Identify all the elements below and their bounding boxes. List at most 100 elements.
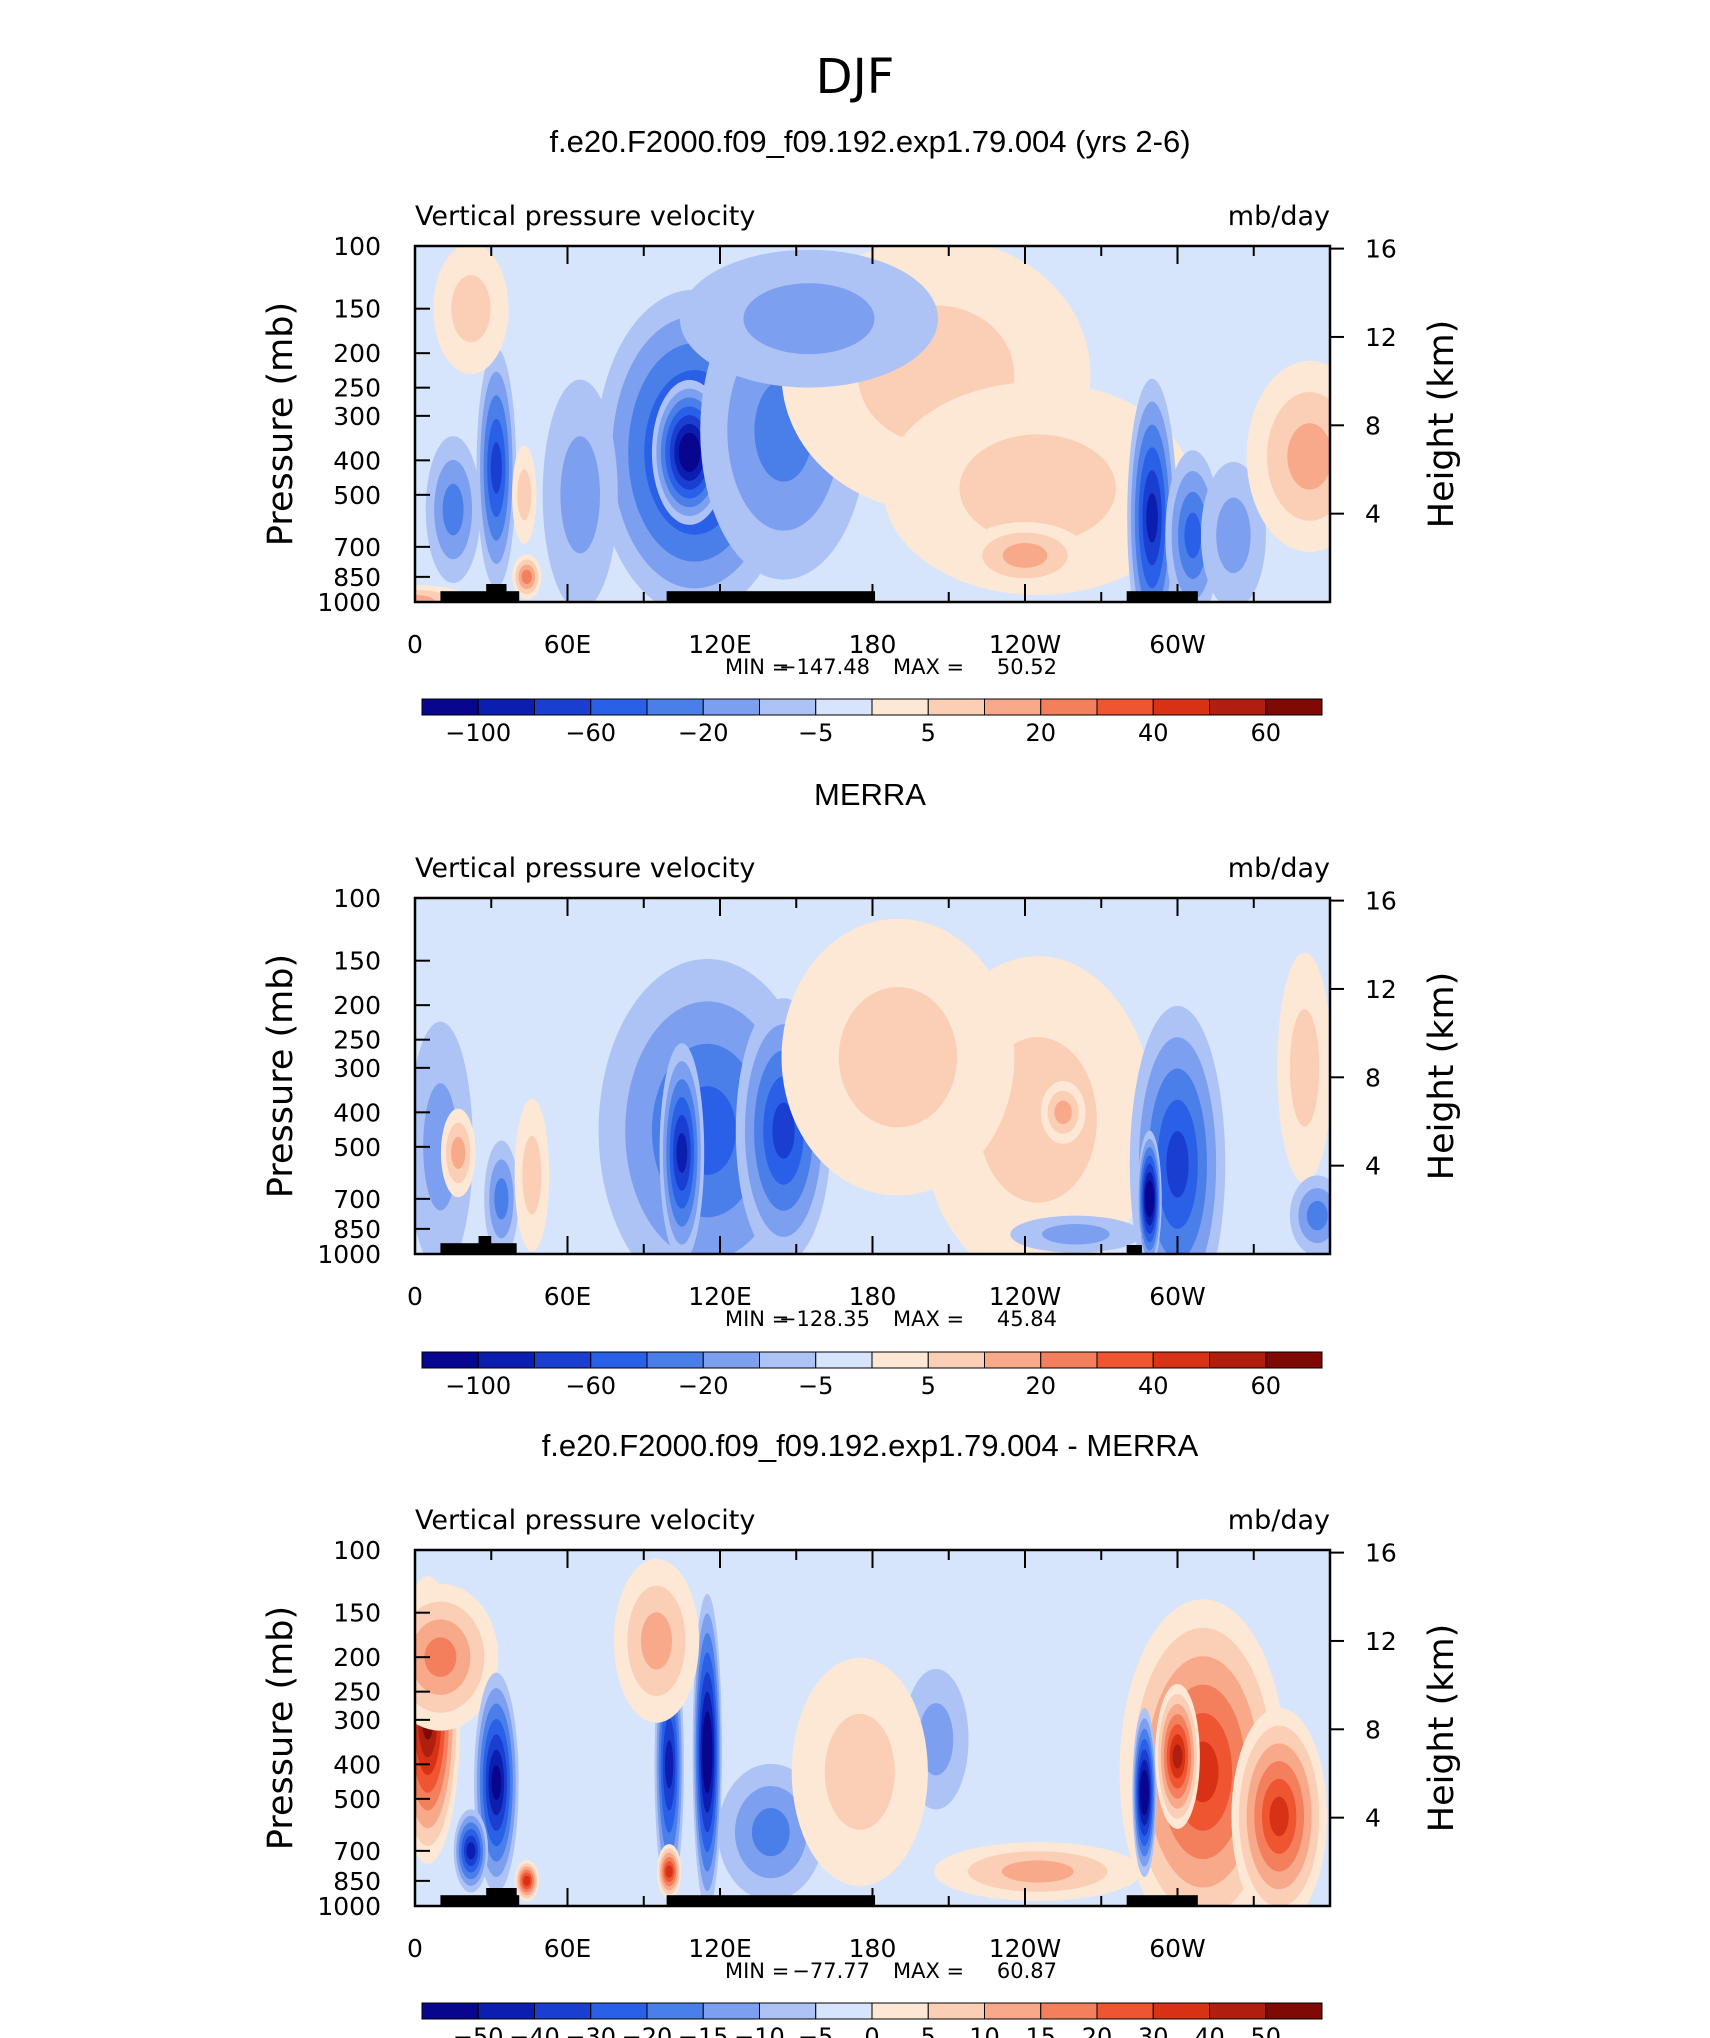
y-right-tick-label: 16 [1365,235,1397,264]
colorbar-label: −60 [565,1372,616,1400]
colorbar-swatch [590,698,648,716]
colorbar-label: 5 [921,2023,936,2038]
colorbar-swatch [927,2002,985,2020]
colorbar-swatch [1265,698,1323,716]
colorbar-swatch [1040,698,1098,716]
colorbar-swatch [421,1351,479,1369]
colorbar-label: −5 [798,1372,833,1400]
min-value: −147.48 [779,655,870,679]
colorbar-swatch [815,1351,873,1369]
topography-mask [1126,591,1198,602]
contour-band [1166,1131,1189,1198]
topography-mask [440,591,520,602]
contour-band [824,1713,895,1830]
y-tick-label: 850 [333,563,381,592]
colorbar-label: 30 [1138,2023,1169,2038]
topography-mask [440,1243,517,1254]
colorbar: −100 −60 −20 −5 5 20 40 60 [421,1351,1323,1400]
colorbar-label: −100 [445,719,511,747]
colorbar-swatch [759,698,817,716]
min-value: −128.35 [779,1307,870,1331]
x-tick-label: 120E [688,1934,752,1963]
contour-band [703,1730,711,1774]
contour-field [415,898,1330,1254]
colorbar-swatch [702,1351,760,1369]
colorbar-label: 20 [1082,2023,1113,2038]
x-tick-label: 60E [544,1282,592,1311]
colorbar-swatch [815,698,873,716]
y-right-tick-label: 4 [1365,1804,1381,1833]
colorbar-label: −20 [678,719,729,747]
contour-band [521,569,533,585]
y-tick-label: 300 [333,402,381,431]
colorbar-swatch [646,1351,704,1369]
x-tick-label: 60E [544,630,592,659]
contour-field [415,246,1330,602]
colorbar-swatch [815,2002,873,2020]
colorbar-swatch [871,1351,929,1369]
contour-band [1269,1796,1289,1837]
y-tick-label: 250 [333,1026,381,1055]
x-tick-label: 120W [989,630,1061,659]
y-right-tick-label: 12 [1365,975,1397,1004]
topography-mask [486,584,507,602]
units-label: mb/day [1228,853,1330,884]
colorbar-swatch [1152,2002,1210,2020]
contour-band [1002,543,1048,568]
x-tick-label: 60W [1149,1282,1206,1311]
colorbar-label: −5 [798,719,833,747]
colorbar-label: −15 [678,2023,729,2038]
topography-mask [1126,1245,1142,1254]
y-tick-label: 150 [333,947,381,976]
contour-field [415,1550,1330,1906]
x-tick-label: 120W [989,1934,1061,1963]
y-tick-label: 850 [333,1215,381,1244]
x-tick-label: 120E [688,1282,752,1311]
colorbar-swatch [421,698,479,716]
colorbar-swatch [477,698,535,716]
colorbar-label: −100 [445,1372,511,1400]
y-right-tick-label: 12 [1365,323,1397,352]
max-label: MAX = [893,1959,964,1983]
y-right-tick-label: 8 [1365,411,1381,440]
contour-band [494,1178,509,1220]
colorbar-swatch [984,2002,1042,2020]
figure-title: DJF [816,49,895,105]
min-label: MIN = [725,1959,789,1983]
colorbar-swatch [590,1351,648,1369]
max-label: MAX = [893,655,964,679]
contour-band [751,1808,790,1857]
max-value: 45.84 [997,1307,1057,1331]
min-label: MIN = [725,1307,789,1331]
contour-band [424,1637,457,1678]
colorbar-label: 40 [1138,1372,1169,1400]
colorbar-swatch [1152,698,1210,716]
y-tick-label: 100 [333,232,381,261]
colorbar-swatch [1096,1351,1154,1369]
colorbar-swatch [759,1351,817,1369]
contour-band [1306,1200,1328,1231]
y-right-tick-label: 4 [1365,1152,1381,1181]
contour-band [1172,1744,1183,1769]
y-tick-label: 200 [333,339,381,368]
y-right-axis-title: Height (km) [1422,1624,1462,1833]
max-value: 50.52 [997,655,1057,679]
y-tick-label: 500 [333,1133,381,1162]
topography-mask [478,1236,492,1254]
y-tick-label: 100 [333,1536,381,1565]
x-tick-label: 180 [849,1934,897,1963]
y-tick-label: 500 [333,481,381,510]
y-tick-label: 250 [333,1678,381,1707]
x-tick-label: 60W [1149,1934,1206,1963]
y-axis-title: Pressure (mb) [261,1606,301,1850]
colorbar-label: 15 [1025,2023,1056,2038]
y-right-tick-label: 16 [1365,887,1397,916]
variable-label: Vertical pressure velocity [415,1505,755,1536]
topography-mask [486,1888,517,1906]
colorbar-label: −50 [453,2023,504,2038]
colorbar-label: 40 [1194,2023,1225,2038]
colorbar-label: −10 [734,2023,785,2038]
contour-band [1054,1100,1072,1125]
x-tick-label: 120E [688,630,752,659]
units-label: mb/day [1228,1505,1330,1536]
